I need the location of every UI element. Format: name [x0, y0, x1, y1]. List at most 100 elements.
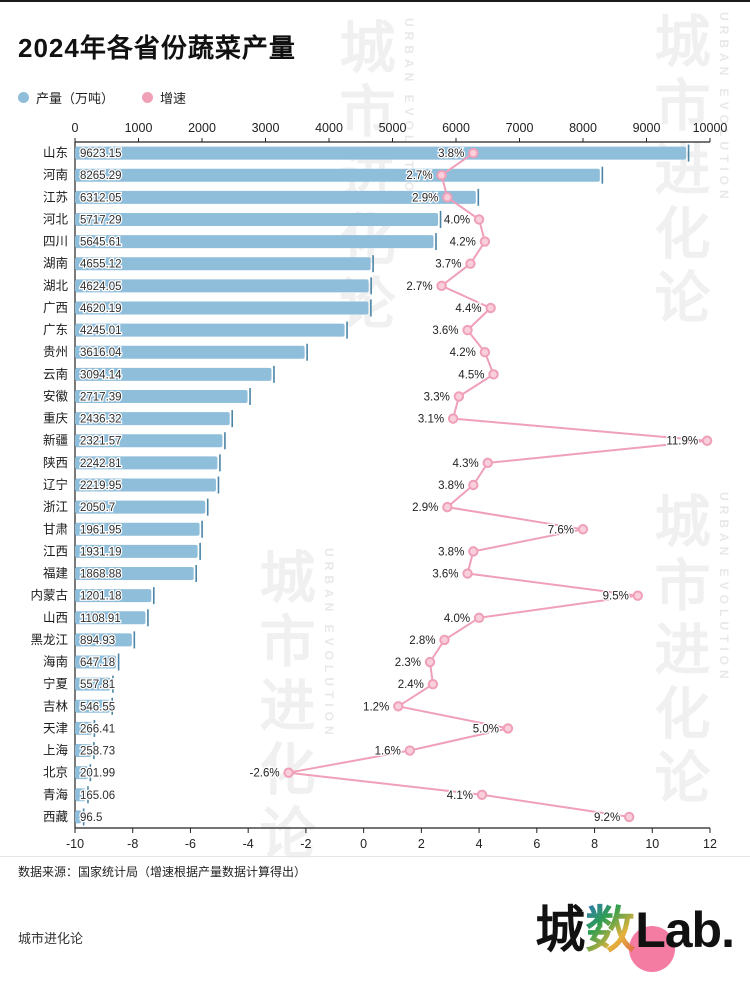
bar [75, 478, 216, 492]
category-label: 陕西 [43, 455, 68, 470]
bar-value-label: 5717.29 [80, 214, 122, 226]
bar [75, 345, 305, 359]
top-axis-tick-label: 8000 [569, 121, 597, 135]
category-label: 山东 [43, 146, 68, 160]
category-label: 河南 [43, 167, 68, 182]
bar [75, 544, 198, 558]
bottom-axis-tick-label: -4 [243, 837, 254, 851]
growth-dot [442, 192, 453, 203]
category-label: 青海 [43, 787, 69, 802]
bar-value-label: 4655.12 [80, 259, 122, 271]
growth-dot [283, 767, 294, 778]
category-label: 湖北 [43, 278, 69, 293]
growth-label: 4.2% [450, 347, 476, 359]
top-axis-tick-label: 7000 [506, 121, 534, 135]
bar [75, 279, 369, 293]
growth-label: 2.8% [409, 635, 435, 647]
bar-value-label: 894.93 [80, 635, 115, 647]
growth-label: 4.2% [450, 237, 476, 249]
bar-value-label: 4245.01 [80, 325, 122, 337]
bar-value-label: 1961.95 [80, 524, 122, 536]
category-label: 江西 [43, 544, 68, 558]
top-border [0, 0, 750, 2]
growth-dot [577, 524, 589, 535]
bar-value-label: 9623.15 [80, 148, 122, 160]
growth-dot [468, 479, 479, 491]
category-label: 海南 [43, 654, 68, 669]
bar [75, 655, 117, 669]
growth-label: 3.6% [432, 569, 458, 581]
category-label: 广西 [43, 301, 68, 315]
bar [75, 611, 146, 625]
bar-value-label: 2321.57 [80, 436, 122, 448]
growth-label: 3.8% [438, 546, 464, 558]
growth-label: 2.4% [398, 679, 424, 691]
bar-value-label: 546.55 [80, 701, 115, 713]
logo-char-cheng: 城 [535, 902, 586, 958]
growth-dot [632, 590, 644, 601]
growth-label: 11.9% [666, 436, 698, 448]
bar-value-label: 2050.7 [80, 502, 115, 514]
growth-label: -2.6% [250, 768, 280, 780]
growth-dot [502, 723, 514, 734]
bar [75, 389, 248, 403]
logo-char-shu: 数 [585, 898, 635, 963]
bottom-axis-tick-label: -10 [66, 837, 84, 851]
growth-dot [439, 634, 450, 646]
bar-value-label: 1931.19 [80, 546, 122, 558]
bar-value-label: 647.18 [80, 657, 115, 669]
bar-value-label: 557.81 [80, 679, 115, 691]
bottom-axis-tick-label: 12 [703, 837, 717, 851]
category-label: 安徽 [43, 388, 69, 403]
category-label: 四川 [43, 235, 68, 249]
bar [75, 633, 132, 647]
category-label: 湖南 [43, 256, 68, 271]
bar [75, 810, 82, 824]
bar-value-label: 165.06 [80, 790, 115, 802]
growth-dot [468, 546, 479, 557]
bottom-axis-tick-label: 4 [476, 837, 483, 851]
legend-item-production: 产量（万吨） [18, 88, 114, 107]
bar [75, 257, 371, 271]
growth-dot [485, 302, 496, 314]
bar [75, 500, 206, 514]
bar [75, 190, 476, 204]
logo-lab-text: Lab. [635, 902, 735, 958]
top-axis-tick-label: 10000 [693, 121, 728, 135]
bar [75, 699, 110, 713]
bottom-axis-tick-label: 8 [591, 837, 598, 851]
bar-value-label: 2436.32 [80, 414, 122, 426]
growth-label: 2.9% [412, 192, 438, 204]
growth-label: 2.7% [406, 281, 432, 293]
growth-dot [701, 435, 713, 446]
category-label: 天津 [43, 721, 68, 735]
bar [75, 434, 223, 448]
growth-dot [473, 612, 485, 623]
category-label: 西藏 [43, 810, 69, 824]
footer-divider [0, 856, 750, 857]
bar-value-label: 3616.04 [80, 347, 122, 359]
growth-dot [427, 678, 439, 690]
category-label: 宁夏 [43, 676, 69, 691]
growth-label: 3.7% [435, 259, 461, 271]
bar-value-label: 3094.14 [80, 369, 122, 381]
bar-value-label: 2242.81 [80, 458, 122, 470]
bottom-axis-tick-label: -2 [300, 837, 311, 851]
growth-dot [462, 568, 473, 579]
bottom-axis-tick-label: 0 [360, 837, 367, 851]
legend: 产量（万吨） 增速 [18, 88, 186, 107]
growth-label: 3.3% [424, 391, 450, 403]
bar-value-label: 266.41 [80, 723, 115, 735]
logo-pink-dot-icon [629, 926, 676, 972]
growth-dot [462, 324, 473, 336]
growth-dot [488, 369, 499, 380]
growth-label: 9.5% [603, 591, 629, 603]
category-label: 吉林 [43, 699, 69, 713]
bottom-axis-tick-label: 10 [645, 837, 659, 851]
growth-label: 3.8% [438, 148, 464, 160]
top-axis-tick-label: 0 [72, 121, 79, 135]
bar [75, 677, 111, 691]
growth-label: 4.5% [458, 369, 484, 381]
